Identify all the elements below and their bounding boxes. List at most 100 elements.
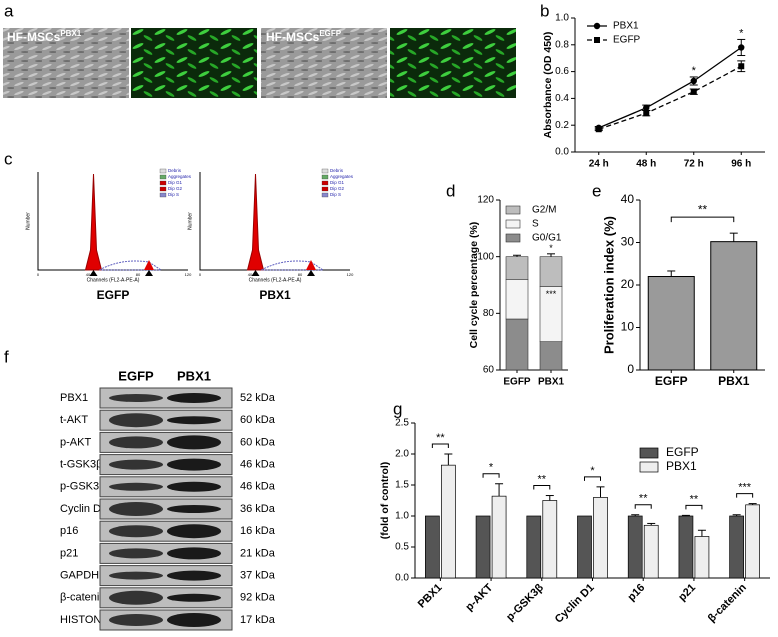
x-tick-label: Cyclin D1 — [553, 582, 597, 626]
blot-band — [167, 593, 221, 602]
panel-label: b — [540, 1, 549, 20]
y-tick-label: 1.0 — [395, 511, 409, 522]
flow-tick: 120 — [347, 272, 354, 277]
bracket — [670, 216, 735, 223]
bar — [577, 515, 592, 579]
y-label: (fold of control) — [379, 462, 391, 540]
blot-band — [109, 525, 163, 538]
legend-swatch — [639, 447, 659, 459]
flow-legend-label: Dip G1 — [168, 180, 183, 185]
legend-marker — [593, 22, 601, 30]
blot-band — [109, 413, 163, 428]
bracket — [685, 504, 703, 510]
blot-band — [167, 570, 221, 581]
legend-label: G2/M — [532, 205, 556, 216]
blot-size: 46 kDa — [240, 481, 276, 493]
bar — [593, 497, 608, 579]
blot-size: 46 kDa — [240, 459, 276, 471]
fluorescence-image — [131, 28, 257, 98]
bar — [694, 536, 710, 579]
blot-size: 52 kDa — [240, 392, 276, 404]
bar — [647, 276, 695, 371]
legend-marker — [594, 37, 600, 43]
significance: * — [549, 243, 553, 253]
flow-ylabel: Number — [187, 212, 193, 230]
bracket — [431, 443, 449, 448]
bar — [491, 495, 507, 579]
bar-segment — [505, 256, 529, 280]
significance: * — [739, 27, 744, 39]
y-tick-label: 0.4 — [555, 93, 569, 104]
flow-xlabel: Channels (FL2-A-PE-A) — [249, 277, 302, 283]
g2-peak — [144, 260, 154, 270]
flow-tick: 40 — [86, 272, 91, 277]
flow-legend-swatch — [321, 168, 329, 174]
x-tick-label: p16 — [625, 582, 647, 604]
bar — [678, 515, 694, 579]
axis — [414, 423, 770, 579]
x-tick-label: β-catenin — [706, 581, 749, 624]
flow-legend-swatch — [159, 168, 167, 174]
x-tick-label: p-AKT — [463, 582, 495, 614]
axis — [37, 172, 188, 271]
legend-swatch — [505, 205, 521, 215]
axis — [199, 172, 350, 271]
bracket — [584, 476, 601, 481]
blot-band — [167, 435, 221, 450]
legend-label: S — [532, 219, 539, 230]
flow-tick: 0 — [199, 272, 202, 277]
legend-label: PBX1 — [666, 459, 697, 473]
flow-legend-label: Dip G2 — [168, 186, 183, 191]
blot-protein: t-AKT — [60, 414, 88, 426]
bar — [542, 500, 558, 579]
blot-column: PBX1 — [177, 368, 211, 383]
significance: * — [489, 462, 494, 474]
marker — [595, 126, 602, 133]
blot-band — [109, 571, 163, 580]
bar — [425, 515, 440, 579]
blot-band — [167, 458, 221, 471]
y-tick-label: 0.6 — [555, 66, 569, 77]
legend-label: EGFP — [613, 35, 641, 46]
y-tick-label: 60 — [483, 365, 495, 376]
x-tick-label: EGFP — [503, 377, 531, 388]
bar-segment — [539, 256, 563, 287]
blot-band — [167, 547, 221, 560]
significance: ** — [639, 493, 648, 505]
triangles — [251, 270, 315, 276]
phase-image — [3, 28, 129, 98]
flow-xlabel: Channels (FL2-A-PE-A) — [87, 277, 140, 283]
y-tick-label: 2.5 — [395, 418, 409, 429]
triangles — [89, 270, 153, 276]
blot-band — [109, 459, 163, 470]
line — [598, 65, 742, 130]
significance: * — [590, 465, 595, 477]
bracket — [482, 473, 500, 478]
y-tick-label: 1.0 — [555, 13, 569, 24]
flow-legend-label: Aggregates — [168, 174, 192, 179]
x-tick-label: EGFP — [655, 374, 688, 388]
blot-band — [167, 481, 221, 492]
marker — [690, 77, 697, 85]
y-tick-label: 40 — [621, 192, 635, 206]
y-tick-label: 0.2 — [555, 120, 569, 131]
image-label: HF-MSCsPBX1 — [7, 29, 82, 44]
y-tick-label: 80 — [483, 308, 495, 319]
blot-size: 21 kDa — [240, 547, 276, 559]
y-tick-label: 0.8 — [555, 39, 569, 50]
y-tick-label: 30 — [621, 235, 635, 249]
panel-label: e — [592, 181, 601, 200]
bar — [729, 515, 744, 579]
x-tick-label: 72 h — [684, 159, 704, 170]
x-tick-label: p21 — [676, 582, 698, 604]
legend-label: G0/G1 — [532, 233, 562, 244]
flow-legend-swatch — [159, 180, 167, 186]
x-tick-label: 24 h — [589, 159, 609, 170]
image-label-main: HF-MSCs — [7, 30, 61, 44]
y-tick-label: 10 — [621, 320, 635, 334]
y-tick-label: 120 — [477, 195, 494, 206]
bar — [526, 515, 542, 579]
blot-band — [109, 548, 163, 559]
bracket — [533, 485, 551, 490]
legend-label: PBX1 — [613, 21, 639, 32]
